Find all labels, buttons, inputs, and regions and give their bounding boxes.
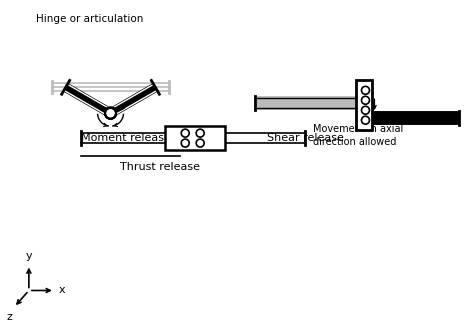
- Circle shape: [196, 129, 204, 137]
- Circle shape: [362, 86, 369, 94]
- Text: Moment release: Moment release: [81, 133, 171, 143]
- Circle shape: [362, 116, 369, 124]
- Text: z: z: [6, 312, 12, 322]
- Bar: [165, 126, 225, 150]
- Circle shape: [362, 106, 369, 114]
- Bar: [356, 80, 373, 130]
- Circle shape: [196, 139, 204, 147]
- Text: y: y: [26, 251, 32, 261]
- Text: Movement in axial
direction allowed: Movement in axial direction allowed: [313, 124, 403, 148]
- Text: x: x: [59, 285, 65, 295]
- Text: Shear release: Shear release: [267, 133, 344, 143]
- Text: Thrust release: Thrust release: [120, 162, 201, 172]
- Circle shape: [362, 96, 369, 104]
- Text: Hinge or articulation: Hinge or articulation: [36, 14, 143, 24]
- Circle shape: [105, 108, 116, 119]
- Circle shape: [181, 139, 189, 147]
- Circle shape: [105, 108, 116, 119]
- Circle shape: [181, 129, 189, 137]
